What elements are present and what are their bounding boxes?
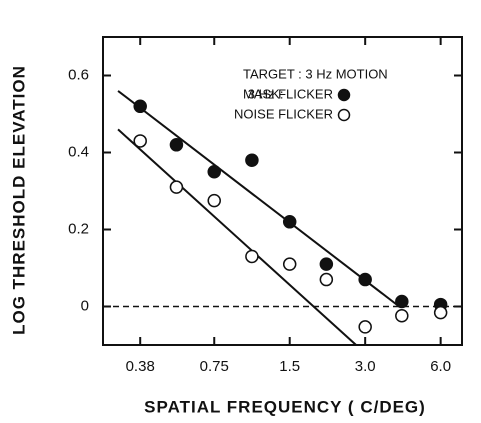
data-point: [395, 308, 409, 323]
x-tick-label: 6.0: [430, 358, 451, 375]
data-point: [319, 272, 334, 287]
x-tick-label: 0.75: [200, 358, 229, 375]
data-point: [133, 134, 147, 148]
y-tick-label: 0.6: [68, 66, 89, 83]
data-point: [207, 165, 221, 179]
data-point: [282, 257, 297, 271]
data-point: [358, 272, 372, 287]
legend-marker: [337, 88, 351, 102]
plot-frame: [102, 36, 463, 346]
data-point: [169, 180, 184, 194]
y-tick-label: 0.4: [68, 143, 89, 160]
annotation: TARGET : 3 Hz MOTION: [243, 66, 388, 81]
data-point: [169, 138, 184, 152]
y-tick-label: 0.2: [68, 220, 89, 237]
legend-label: 3 Hz FLICKER: [248, 86, 333, 101]
x-tick-label: 0.38: [126, 358, 155, 375]
x-axis-label: SPATIAL FREQUENCY ( C/DEG): [144, 397, 426, 416]
fit-line: [117, 90, 400, 308]
data-point: [245, 153, 259, 167]
data-point: [395, 294, 409, 309]
data-point: [358, 320, 372, 334]
data-point: [282, 215, 297, 229]
x-tick-label: 1.5: [279, 358, 300, 375]
legend-marker: [337, 108, 351, 122]
data-point: [433, 305, 448, 320]
y-tick-label: 0: [81, 297, 89, 314]
data-point: [133, 99, 147, 114]
data-point: [207, 193, 221, 208]
data-point: [319, 257, 334, 271]
annotation: MASK:: [243, 86, 283, 101]
fit-line: [117, 128, 357, 346]
legend-label: NOISE FLICKER: [234, 106, 333, 121]
data-point: [245, 249, 259, 264]
y-axis-label: LOG THRESHOLD ELEVATION: [9, 65, 28, 335]
x-tick-label: 3.0: [355, 358, 376, 375]
